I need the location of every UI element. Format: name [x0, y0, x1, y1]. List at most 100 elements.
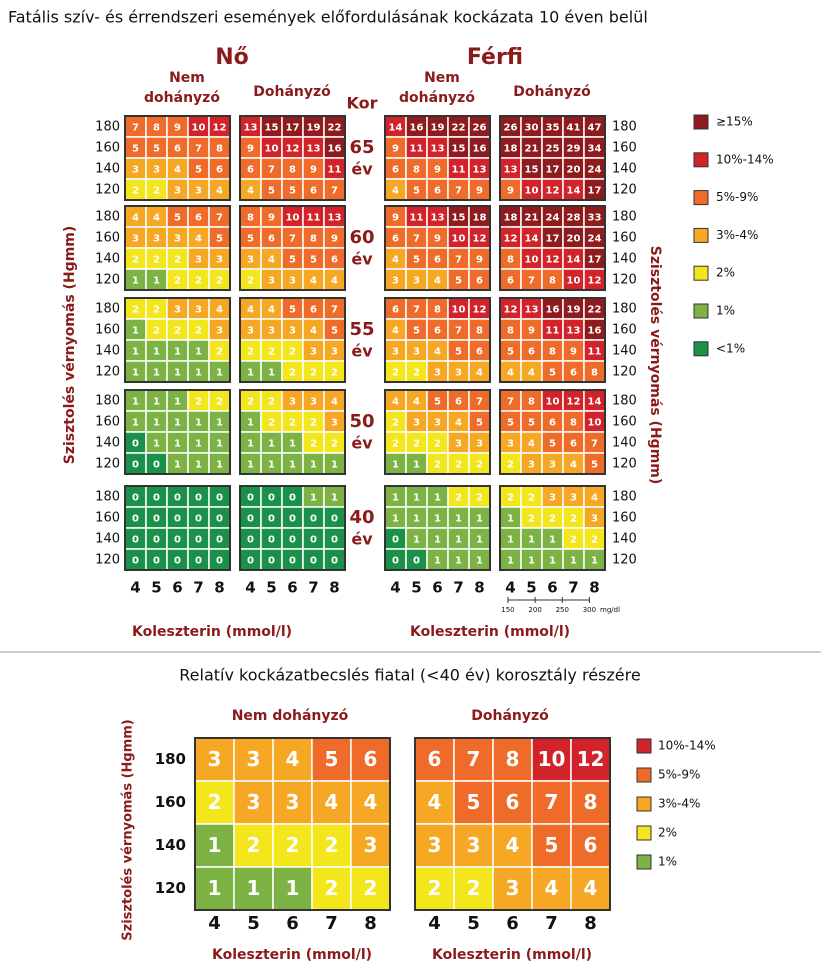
panel-border [124, 115, 231, 201]
risk-value: 4 [216, 305, 223, 316]
risk-value: 1 [268, 439, 275, 450]
risk-value: 3 [413, 276, 420, 287]
risk-value: 17 [588, 255, 602, 266]
risk-value: 8 [289, 165, 296, 176]
risk-value: 3 [428, 833, 442, 857]
age-unit: év [351, 434, 373, 453]
panel-border [499, 389, 606, 475]
risk-value: 18 [473, 213, 487, 224]
risk-value: 12 [286, 144, 300, 155]
risk-value: 13 [307, 144, 321, 155]
risk-value: 2 [247, 397, 254, 408]
risk-value: 2 [174, 276, 181, 287]
risk-value: 0 [153, 535, 160, 546]
risk-value: 4 [286, 747, 300, 771]
risk-value: 20 [567, 165, 581, 176]
risk-value: 3 [247, 790, 261, 814]
risk-value: 0 [216, 493, 223, 504]
panel-border [239, 389, 346, 475]
risk-value: 2 [549, 514, 556, 525]
group-label: Dohányzó [471, 708, 549, 724]
risk-value: 3 [331, 347, 338, 358]
cholesterol-label: 6 [432, 579, 442, 597]
legend-label: 10%-14% [716, 152, 774, 166]
risk-value: 26 [473, 123, 487, 134]
risk-value: 10 [286, 213, 300, 224]
risk-value: 11 [452, 165, 466, 176]
risk-value: 0 [132, 556, 139, 567]
mgdl-label: 150 [501, 606, 514, 614]
risk-value: 4 [268, 255, 275, 266]
age-unit: év [351, 530, 373, 549]
risk-value: 7 [545, 790, 559, 814]
systolic-label: 140 [155, 836, 186, 854]
risk-value: 1 [310, 460, 317, 471]
legend-swatch [636, 738, 652, 754]
risk-cell [414, 737, 455, 782]
legend-swatch [636, 796, 652, 812]
risk-value: 5 [549, 368, 556, 379]
panel-border [124, 297, 231, 383]
risk-value: 0 [289, 535, 296, 546]
risk-value: 5 [268, 186, 275, 197]
legend-label: 3%-4% [716, 228, 758, 242]
risk-value: 4 [570, 460, 577, 471]
systolic-label: 120 [612, 457, 637, 472]
systolic-label: 140 [95, 532, 120, 547]
risk-value: 1 [413, 493, 420, 504]
risk-value: 4 [216, 186, 223, 197]
systolic-label: 180 [612, 210, 637, 225]
risk-value: 1 [310, 493, 317, 504]
risk-value: 8 [507, 255, 514, 266]
systolic-label: 120 [612, 273, 637, 288]
risk-value: 2 [434, 460, 441, 471]
risk-value: 8 [506, 747, 520, 771]
risk-value: 19 [567, 305, 581, 316]
age-label: 50 [349, 411, 374, 432]
risk-value: 9 [434, 234, 441, 245]
mgdl-unit: mg/dl [600, 606, 620, 614]
female-heading: Nő [215, 45, 249, 70]
risk-value: 7 [467, 747, 481, 771]
risk-value: 6 [428, 747, 442, 771]
risk-value: 24 [588, 234, 602, 245]
panel-border [384, 297, 491, 383]
risk-value: 2 [286, 833, 300, 857]
risk-value: 6 [570, 439, 577, 450]
risk-value: 1 [528, 535, 535, 546]
risk-value: 7 [413, 305, 420, 316]
risk-value: 30 [525, 123, 539, 134]
cholesterol-label: 8 [584, 913, 597, 934]
nonsmoker-heading: Nem [169, 70, 205, 86]
risk-value: 4 [364, 790, 378, 814]
risk-value: 0 [195, 535, 202, 546]
panel-border [384, 485, 491, 571]
cholesterol-label: 6 [286, 913, 299, 934]
risk-value: 1 [413, 514, 420, 525]
risk-value: 29 [567, 144, 581, 155]
risk-value: 26 [504, 123, 518, 134]
risk-value: 10 [525, 186, 539, 197]
risk-value: 2 [208, 790, 222, 814]
risk-cell [272, 737, 313, 782]
risk-value: 5 [331, 326, 338, 337]
risk-value: 5 [507, 418, 514, 429]
y-axis-label: Szisztolés vérnyomás (Hgmm) [62, 226, 78, 465]
cholesterol-label: 7 [545, 913, 558, 934]
risk-value: 5 [132, 144, 139, 155]
risk-value: 18 [504, 144, 518, 155]
risk-value: 0 [132, 514, 139, 525]
risk-value: 20 [567, 234, 581, 245]
risk-cell [492, 780, 533, 825]
risk-value: 3 [392, 276, 399, 287]
risk-value: 0 [268, 493, 275, 504]
legend-label: 3%-4% [658, 797, 700, 811]
risk-value: 3 [247, 747, 261, 771]
risk-value: 0 [413, 556, 420, 567]
risk-value: 3 [434, 368, 441, 379]
risk-value: 4 [247, 305, 254, 316]
risk-value: 3 [132, 165, 139, 176]
risk-value: 1 [268, 460, 275, 471]
risk-value: 1 [507, 535, 514, 546]
risk-value: 21 [525, 144, 539, 155]
